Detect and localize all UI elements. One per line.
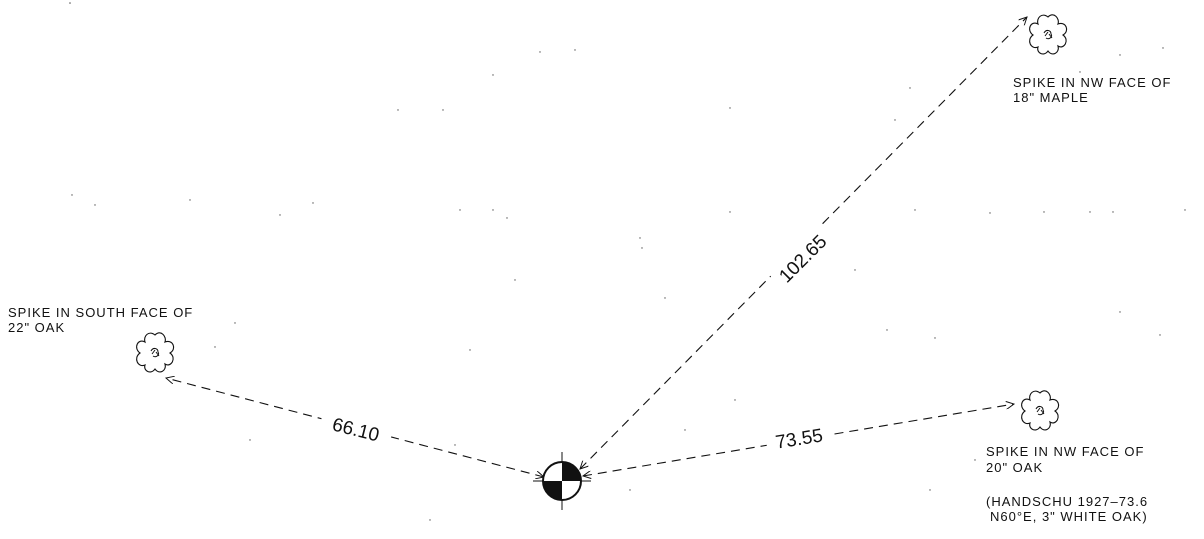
benchmark-icon (533, 452, 591, 510)
distance-label-maple: 102.65 (775, 231, 831, 287)
oak20-tree-icon (1021, 390, 1060, 431)
maple-label-line2: 18" MAPLE (1013, 90, 1089, 105)
oak20-label-line1: SPIKE IN NW FACE OF (986, 444, 1145, 459)
maple-label-line1: SPIKE IN NW FACE OF (1013, 75, 1172, 90)
reference-note-line1: (HANDSCHU 1927–73.6 (986, 494, 1149, 509)
maple-tree-icon (1029, 14, 1068, 55)
oak22-tree-icon (136, 332, 175, 373)
oak22-label-line1: SPIKE IN SOUTH FACE OF (8, 305, 194, 320)
oak22-label-line2: 22" OAK (8, 320, 66, 335)
oak20-label-line2: 20" OAK (986, 460, 1044, 475)
reference-note-line2: N60°E, 3" WHITE OAK) (990, 509, 1148, 524)
